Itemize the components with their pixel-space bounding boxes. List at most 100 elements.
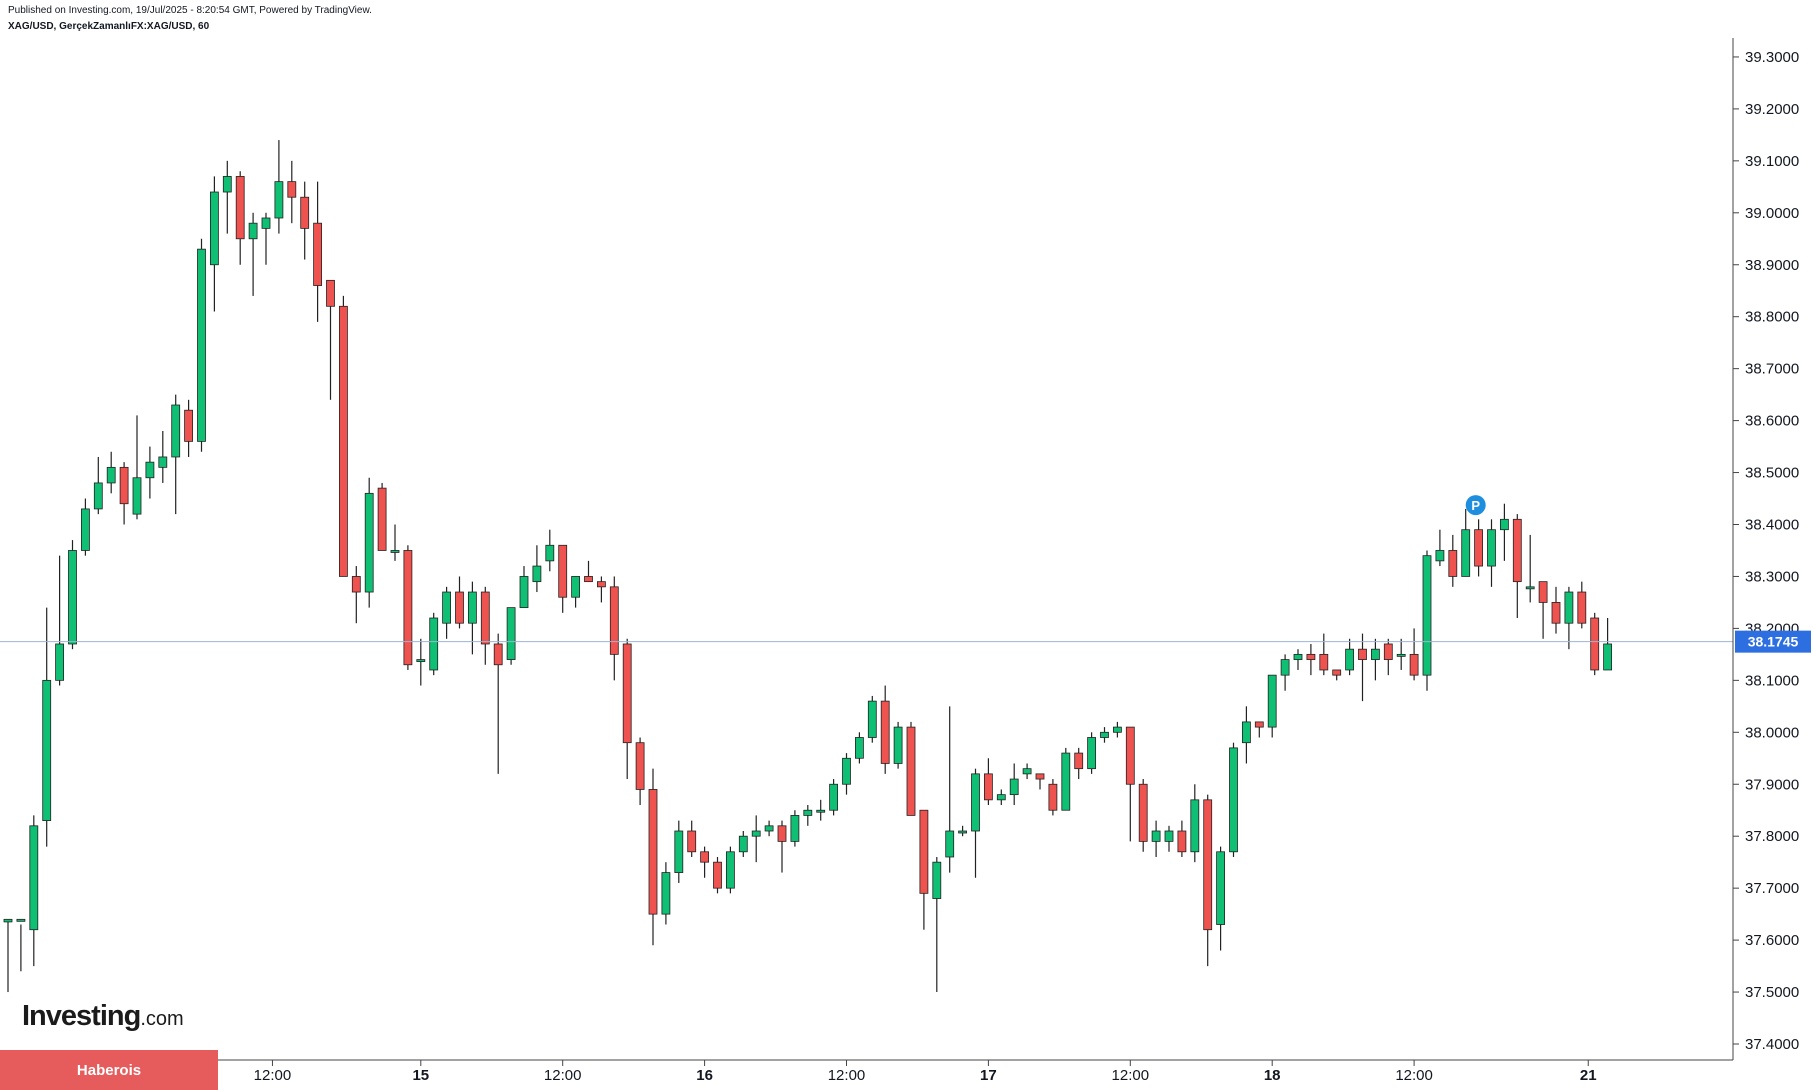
candle[interactable] xyxy=(106,451,116,494)
candle[interactable] xyxy=(1409,628,1419,681)
candle[interactable] xyxy=(1280,654,1290,691)
candle[interactable] xyxy=(29,815,39,967)
candle[interactable] xyxy=(222,160,232,234)
candle[interactable] xyxy=(880,685,890,774)
marker-circle[interactable] xyxy=(1465,495,1486,516)
candle[interactable] xyxy=(493,633,503,774)
candle[interactable] xyxy=(506,607,516,665)
candle[interactable] xyxy=(1177,820,1187,857)
candle[interactable] xyxy=(635,737,645,806)
candle[interactable] xyxy=(855,732,864,764)
candle[interactable] xyxy=(235,171,245,265)
candle[interactable] xyxy=(1371,638,1380,681)
candle[interactable] xyxy=(958,825,967,837)
candle[interactable] xyxy=(184,399,194,457)
candle[interactable] xyxy=(442,586,452,639)
candle[interactable] xyxy=(1551,586,1561,634)
candle[interactable] xyxy=(1138,779,1148,852)
candle[interactable] xyxy=(1229,742,1238,857)
candle[interactable] xyxy=(1448,534,1458,587)
candle[interactable] xyxy=(726,846,735,894)
candle[interactable] xyxy=(519,566,529,609)
candle[interactable] xyxy=(558,544,568,613)
candle[interactable] xyxy=(674,820,684,883)
candle[interactable] xyxy=(1113,721,1122,738)
candle[interactable] xyxy=(932,856,942,993)
candle[interactable] xyxy=(764,820,774,837)
candle[interactable] xyxy=(1125,726,1135,842)
candle[interactable] xyxy=(55,555,64,686)
candle[interactable] xyxy=(1538,581,1548,639)
candle[interactable] xyxy=(261,212,271,265)
candle[interactable] xyxy=(1061,747,1071,811)
candle[interactable] xyxy=(919,809,929,930)
candle[interactable] xyxy=(197,238,206,452)
candle[interactable] xyxy=(248,212,258,296)
candle[interactable] xyxy=(42,607,52,847)
candle[interactable] xyxy=(713,856,722,894)
candle[interactable] xyxy=(609,576,619,681)
candle[interactable] xyxy=(622,638,632,780)
candle[interactable] xyxy=(842,753,851,795)
candle[interactable] xyxy=(93,456,103,515)
candle[interactable] xyxy=(816,799,826,821)
candle[interactable] xyxy=(1500,503,1509,561)
candle[interactable] xyxy=(1487,519,1496,587)
candle[interactable] xyxy=(1074,747,1084,780)
candle[interactable] xyxy=(661,862,671,925)
candle[interactable] xyxy=(597,576,606,603)
candle[interactable] xyxy=(738,831,748,857)
candle[interactable] xyxy=(532,545,542,593)
candle[interactable] xyxy=(1345,638,1354,676)
candle[interactable] xyxy=(1190,784,1200,863)
candle[interactable] xyxy=(545,529,555,572)
candle[interactable] xyxy=(1474,519,1483,577)
candle[interactable] xyxy=(996,789,1006,806)
candle[interactable] xyxy=(364,477,374,608)
candle[interactable] xyxy=(648,768,658,946)
candle[interactable] xyxy=(971,768,980,878)
candle[interactable] xyxy=(803,805,813,826)
candle[interactable] xyxy=(1100,727,1109,743)
candle[interactable] xyxy=(1267,674,1277,738)
candle[interactable] xyxy=(790,810,800,847)
candle[interactable] xyxy=(351,566,361,624)
candle[interactable] xyxy=(1383,638,1393,676)
candle[interactable] xyxy=(455,576,464,629)
candle[interactable] xyxy=(571,576,580,608)
candle[interactable] xyxy=(287,160,297,224)
candle[interactable] xyxy=(1009,763,1019,806)
candle[interactable] xyxy=(403,545,413,670)
candle[interactable] xyxy=(1564,586,1574,650)
candle[interactable] xyxy=(416,638,426,686)
candle[interactable] xyxy=(1435,529,1445,567)
candle[interactable] xyxy=(1203,794,1213,967)
candle[interactable] xyxy=(171,394,181,515)
candle[interactable] xyxy=(867,695,877,743)
candle[interactable] xyxy=(906,721,916,816)
candle[interactable] xyxy=(1242,706,1251,764)
candle[interactable] xyxy=(274,140,284,234)
candle[interactable] xyxy=(1603,618,1612,671)
candle[interactable] xyxy=(893,721,903,769)
candle[interactable] xyxy=(687,820,697,857)
candle[interactable] xyxy=(1254,721,1264,738)
candle[interactable] xyxy=(1512,514,1522,619)
candle[interactable] xyxy=(1164,825,1174,852)
candle[interactable] xyxy=(1525,534,1535,603)
candle[interactable] xyxy=(119,462,129,525)
candle[interactable] xyxy=(1087,732,1096,774)
candle[interactable] xyxy=(1396,638,1406,670)
candle[interactable] xyxy=(467,581,477,655)
candle[interactable] xyxy=(751,815,761,863)
candle[interactable] xyxy=(829,779,838,816)
candle[interactable] xyxy=(81,498,90,556)
candle[interactable] xyxy=(132,415,142,520)
candle[interactable] xyxy=(68,540,77,650)
candle[interactable] xyxy=(700,846,709,878)
candle[interactable] xyxy=(377,482,387,551)
candle[interactable] xyxy=(1151,820,1161,857)
candle[interactable] xyxy=(1293,649,1303,670)
candle[interactable] xyxy=(300,181,310,260)
candle[interactable] xyxy=(1332,669,1342,681)
